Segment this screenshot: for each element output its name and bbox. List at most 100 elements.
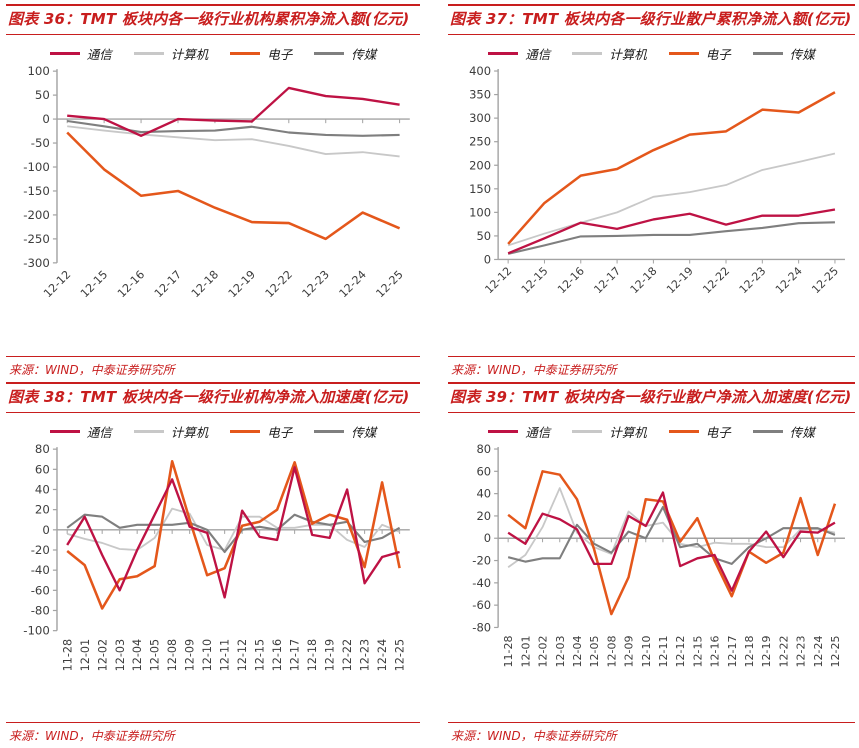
legend-line-swatch (49, 51, 80, 55)
legend-line-swatch (133, 429, 164, 433)
series-line-电子 (66, 459, 401, 610)
svg-text:12-25: 12-25 (394, 639, 407, 672)
y-tick-labels: 400 350 300 250 200 150 100 50 0 (469, 64, 491, 266)
svg-text:12-05: 12-05 (588, 635, 601, 667)
svg-text:12-15: 12-15 (254, 639, 267, 672)
series-line-电子 (66, 131, 401, 240)
svg-text:400: 400 (469, 64, 491, 78)
legend-line-swatch (752, 429, 783, 433)
svg-text:12-16: 12-16 (709, 635, 722, 667)
svg-text:-60: -60 (31, 583, 50, 597)
legend-line-swatch (230, 51, 261, 55)
legend-line-swatch (314, 429, 345, 433)
chart-legend: 通信 计算机 电子 传媒 (6, 44, 420, 63)
legend-item-电子: 电子 (668, 422, 731, 441)
svg-text:12-16: 12-16 (555, 264, 587, 296)
legend-line-swatch (668, 51, 699, 55)
svg-text:12-10: 12-10 (201, 639, 214, 672)
line-chart-figure-38: 80 60 40 20 0 -20 -40 -60 -80 -100 11-28 12-01 12-02… (23, 442, 410, 672)
legend-item-通信: 通信 (488, 44, 550, 63)
svg-text:12-23: 12-23 (359, 639, 372, 672)
series-line-计算机 (67, 125, 400, 158)
series-line-计算机 (507, 152, 836, 246)
source-rule (448, 722, 855, 723)
svg-text:12-11: 12-11 (657, 635, 670, 667)
series-line-通信 (67, 86, 400, 137)
legend-line-swatch (572, 429, 603, 433)
legend-line-swatch (230, 429, 261, 433)
series-lines (66, 459, 401, 610)
svg-text:-150: -150 (23, 184, 50, 198)
svg-text:-50: -50 (31, 136, 50, 150)
svg-text:-40: -40 (31, 563, 50, 577)
svg-text:-250: -250 (23, 232, 50, 246)
svg-text:12-09: 12-09 (184, 639, 197, 672)
svg-text:80: 80 (476, 442, 491, 456)
svg-text:-20: -20 (31, 543, 50, 557)
series-line-计算机 (66, 507, 400, 551)
svg-text:12-15: 12-15 (691, 635, 704, 667)
title-underline-rule (448, 411, 855, 413)
svg-text:12-05: 12-05 (149, 639, 162, 672)
x-tick-labels: 11-28 12-01 12-02 12-03 12-04 12-05 12-08 12-09… (61, 639, 406, 672)
y-tick-labels: 80 60 40 20 0 -20 -40 -60 -80 -100 (23, 442, 50, 638)
legend-label: 通信 (86, 424, 112, 440)
legend-item-计算机: 计算机 (133, 422, 208, 441)
svg-text:12-17: 12-17 (152, 268, 184, 300)
svg-text:12-18: 12-18 (306, 639, 319, 672)
svg-text:150: 150 (469, 182, 491, 196)
svg-text:0: 0 (484, 531, 491, 545)
chart-legend: 通信 计算机 电子 传媒 (448, 422, 855, 441)
legend-line-swatch (668, 429, 699, 433)
series-line-通信 (507, 208, 836, 255)
svg-text:-100: -100 (23, 623, 50, 637)
axes (494, 68, 845, 264)
series-line-传媒 (66, 513, 401, 553)
spacer (448, 703, 855, 721)
series-lines (507, 469, 837, 616)
svg-text:12-10: 12-10 (640, 635, 653, 667)
svg-text:12-22: 12-22 (700, 264, 732, 296)
svg-text:12-12: 12-12 (674, 635, 687, 667)
svg-text:60: 60 (35, 462, 50, 476)
svg-text:12-23: 12-23 (737, 264, 769, 296)
panel-top-rule (6, 4, 420, 6)
legend-item-计算机: 计算机 (572, 422, 647, 441)
legend-item-通信: 通信 (488, 422, 550, 441)
svg-text:50: 50 (35, 88, 50, 102)
legend-line-swatch (752, 51, 783, 55)
svg-text:12-17: 12-17 (591, 264, 623, 296)
figure-title: 图表 38：TMT 板块内各一级行业机构净流入加速度(亿元) (8, 388, 410, 406)
svg-text:50: 50 (476, 229, 491, 243)
legend-line-swatch (49, 429, 80, 433)
title-underline-rule (6, 33, 420, 35)
svg-text:0: 0 (42, 523, 49, 537)
legend-label: 通信 (525, 46, 551, 62)
legend-label: 传媒 (789, 424, 815, 440)
svg-text:40: 40 (476, 486, 491, 500)
x-tick-labels: 12-12 12-15 12-16 12-17 12-18 12-19 12-22 12-23… (41, 268, 406, 300)
svg-text:60: 60 (476, 464, 491, 478)
spacer (448, 311, 855, 355)
y-tick-labels: 80 60 40 20 0 -20 -40 -60 -80 (472, 442, 491, 634)
legend-label: 电子 (705, 424, 731, 440)
source-rule (6, 722, 420, 723)
legend-line-swatch (133, 51, 164, 55)
legend-item-电子: 电子 (230, 44, 292, 63)
panel-top-rule (6, 382, 420, 384)
series-lines (507, 90, 836, 255)
legend-label: 电子 (267, 424, 293, 440)
svg-text:12-17: 12-17 (289, 639, 302, 672)
svg-text:12-24: 12-24 (773, 264, 805, 296)
axes (52, 68, 410, 264)
chart-legend: 通信 计算机 电子 传媒 (448, 44, 855, 63)
legend-label: 计算机 (609, 46, 647, 62)
source-text: 来源：WIND，中泰证券研究所 (9, 729, 175, 743)
legend-label: 电子 (267, 46, 293, 62)
legend-label: 传媒 (789, 46, 815, 62)
legend-label: 传媒 (351, 424, 377, 440)
svg-text:-40: -40 (472, 576, 491, 590)
svg-text:12-23: 12-23 (300, 268, 332, 300)
